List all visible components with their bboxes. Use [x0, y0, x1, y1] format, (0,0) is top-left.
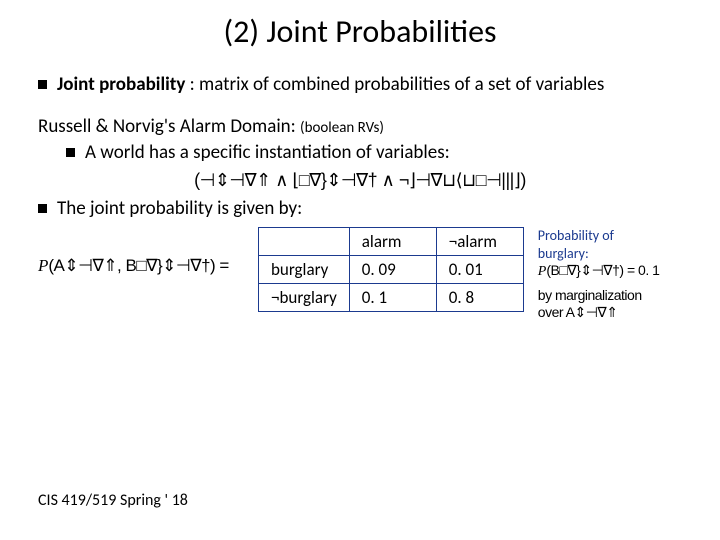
bullet-mark-icon: [38, 204, 47, 213]
domain-paren: (boolean RVs): [300, 119, 384, 137]
slide-title: (2) Joint Probabilities: [38, 12, 682, 51]
bullet-text: Joint probability : matrix of combined p…: [57, 73, 682, 97]
bullet-joint-prob: Joint probability : matrix of combined p…: [38, 73, 682, 97]
table-row: ¬burglary 0. 1 0. 8: [259, 284, 524, 312]
side-header: Probability of burglary:: [538, 227, 668, 262]
domain-line: Russell & Norvig's Alarm Domain: (boolea…: [38, 115, 682, 139]
table-row: burglary 0. 09 0. 01: [259, 256, 524, 284]
col-alarm: alarm: [349, 228, 436, 256]
bullet-joint-given-text: The joint probability is given by:: [57, 197, 682, 221]
row-not-burglary: ¬burglary: [259, 284, 350, 312]
term-joint-probability: Joint probability: [57, 73, 185, 96]
bullet-rest: : matrix of combined probabilities of a …: [185, 73, 604, 96]
cell-v11: 0. 09: [349, 256, 436, 284]
instantiation-formula: (⊣⇕⊣∇⇑ ∧ ⌊□∇}⇕⊣∇† ∧ ¬⌋⊣∇⊔⟨⊔□⊣|||⌋): [38, 170, 682, 191]
side-eq: P(B□∇}⇕⊣∇†) = 0. 1: [538, 262, 668, 281]
cell-v21: 0. 1: [349, 284, 436, 312]
bullet-mark-icon: [38, 80, 47, 89]
lhs-args: (A⇕⊣∇⇑, B□∇}⇕⊣∇†) =: [48, 256, 228, 275]
bullet-world-text: A world has a specific instantiation of …: [85, 141, 682, 165]
side-eq-rest: (B□∇}⇕⊣∇†) = 0. 1: [546, 262, 659, 278]
corner-cell: [259, 228, 350, 256]
probability-table: alarm ¬alarm burglary 0. 09 0. 01 ¬burgl…: [258, 227, 524, 312]
slide: (2) Joint Probabilities Joint probabilit…: [0, 0, 720, 540]
row-burglary: burglary: [259, 256, 350, 284]
bullet-joint-given: The joint probability is given by:: [38, 197, 682, 221]
joint-lhs: P(A⇕⊣∇⇑, B□∇}⇕⊣∇†) =: [38, 227, 258, 276]
bullet-mark-icon: [66, 148, 75, 157]
cell-v22: 0. 8: [436, 284, 523, 312]
p-symbol: P: [38, 256, 48, 275]
col-not-alarm: ¬alarm: [436, 228, 523, 256]
probability-row: P(A⇕⊣∇⇑, B□∇}⇕⊣∇†) = alarm ¬alarm burgla…: [38, 227, 682, 322]
footer-text: CIS 419/519 Spring ' 18: [38, 491, 188, 510]
domain-text: Russell & Norvig's Alarm Domain:: [38, 115, 300, 138]
side-marginalization: by marginalization over A⇕⊣∇⇑: [538, 287, 668, 322]
cell-v12: 0. 01: [436, 256, 523, 284]
bullet-world: A world has a specific instantiation of …: [66, 141, 682, 165]
table-row: alarm ¬alarm: [259, 228, 524, 256]
side-note: Probability of burglary: P(B□∇}⇕⊣∇†) = 0…: [538, 227, 668, 322]
